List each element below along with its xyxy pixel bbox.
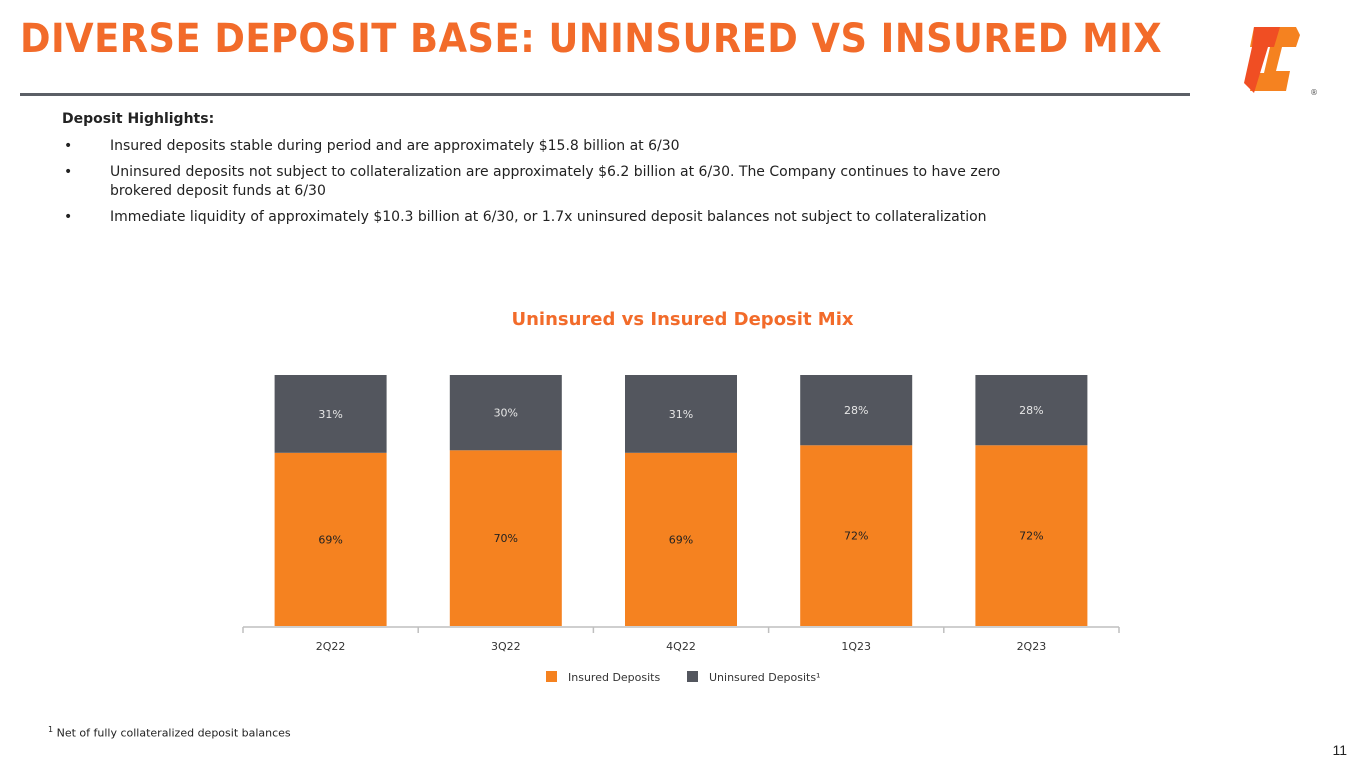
legend-label: Uninsured Deposits¹	[709, 671, 820, 684]
data-label: 72%	[1019, 530, 1043, 543]
bar-segment-insured	[800, 445, 913, 626]
data-label: 28%	[1019, 404, 1043, 417]
data-label: 69%	[669, 533, 693, 546]
company-logo-icon	[1244, 27, 1300, 93]
legend-swatch	[687, 671, 698, 682]
footnote-marker: 1	[48, 725, 54, 734]
data-label: 70%	[494, 532, 518, 545]
bar-segment-uninsured	[274, 375, 387, 453]
legend-label: Insured Deposits	[568, 671, 660, 684]
bar-segment-uninsured	[800, 375, 913, 446]
bar-segment-insured	[625, 452, 737, 626]
bar-segment-uninsured	[449, 375, 562, 451]
x-tick-label: 4Q22	[666, 640, 696, 653]
data-label: 72%	[844, 530, 868, 543]
title-divider	[20, 93, 1190, 96]
x-tick-label: 2Q22	[316, 640, 346, 653]
deposit-highlights: Deposit Highlights: Insured deposits sta…	[62, 110, 1010, 234]
data-label: 31%	[318, 408, 342, 421]
bar-segment-uninsured	[975, 375, 1088, 446]
highlight-item: Insured deposits stable during period an…	[62, 137, 1010, 156]
x-tick-label: 2Q23	[1017, 640, 1047, 653]
bar-segment-insured	[975, 445, 1088, 626]
chart-title: Uninsured vs Insured Deposit Mix	[511, 309, 854, 330]
highlight-item: Immediate liquidity of approximately $10…	[62, 208, 1010, 227]
data-label: 69%	[318, 533, 342, 546]
data-label: 30%	[494, 407, 518, 420]
data-label: 28%	[844, 404, 868, 417]
page-number: 11	[1332, 742, 1347, 758]
bar-segment-insured	[274, 452, 387, 626]
data-label: 31%	[669, 408, 693, 421]
page-title: DIVERSE DEPOSIT BASE: UNINSURED VS INSUR…	[20, 16, 1163, 62]
x-tick-label: 1Q23	[841, 640, 871, 653]
footnote-text: Net of fully collateralized deposit bala…	[56, 726, 291, 740]
footnote: 1 Net of fully collateralized deposit ba…	[48, 725, 291, 740]
x-tick-label: 3Q22	[491, 640, 521, 653]
registered-mark: ®	[1310, 88, 1318, 97]
legend-swatch	[546, 671, 557, 682]
highlight-item: Uninsured deposits not subject to collat…	[62, 163, 1010, 201]
bar-segment-insured	[449, 450, 562, 626]
bar-segment-uninsured	[625, 375, 737, 453]
highlights-heading: Deposit Highlights:	[62, 111, 215, 127]
